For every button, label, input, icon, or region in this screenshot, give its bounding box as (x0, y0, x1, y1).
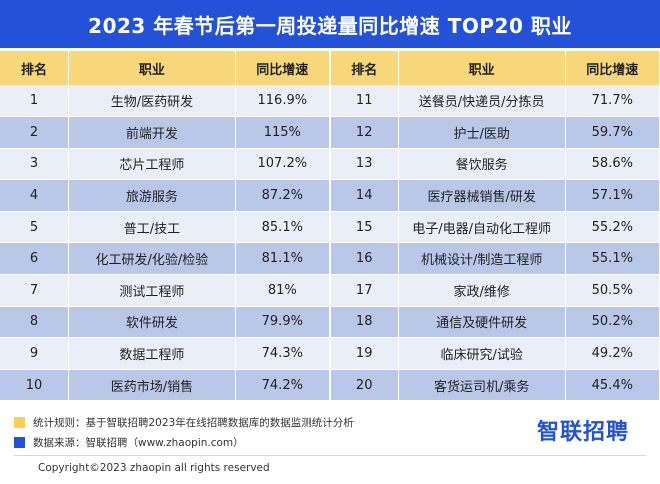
stat-rule-note: 统计规则：基于智联招聘2023年在线招聘数据库的数据监测统计分析 (14, 412, 354, 432)
table-row: 3 芯片工程师 107.2% 13 餐饮服务 58.6% (0, 148, 660, 181)
growth-cell: 58.6% (565, 148, 660, 181)
table-header-row: 排名 职业 同比增速 排名 职业 同比增速 (0, 51, 660, 85)
table-row: 7 测试工程师 81% 17 家政/维修 50.5% (0, 274, 660, 307)
rank-cell: 6 (0, 242, 69, 276)
table-row: 4 旅游服务 87.2% 14 医疗器械销售/研发 57.1% (0, 179, 660, 212)
data-source-note: 数据来源：智联招聘（www.zhaopin.com） (14, 432, 354, 452)
rank-cell: 4 (0, 179, 69, 212)
growth-cell: 115% (235, 116, 331, 149)
job-cell: 数据工程师 (68, 337, 236, 370)
header-rank-right: 排名 (329, 51, 399, 85)
copyright-text: Copyright©2023 zhaopin all rights reserv… (38, 462, 270, 474)
growth-cell: 107.2% (235, 148, 331, 181)
rank-cell: 12 (329, 116, 399, 149)
growth-cell: 74.3% (235, 337, 331, 370)
yellow-square-icon (14, 416, 25, 428)
table-row: 5 普工/技工 85.1% 15 电子/电器/自动化工程师 55.2% (0, 211, 660, 244)
growth-cell: 74.2% (235, 369, 331, 402)
rank-cell: 18 (329, 306, 399, 339)
growth-cell: 71.7% (565, 85, 660, 118)
table-row: 6 化工研发/化验/检验 81.1% 16 机械设计/制造工程师 55.1% (0, 242, 660, 276)
growth-cell: 55.2% (565, 211, 660, 244)
growth-cell: 79.9% (235, 306, 331, 339)
rank-cell: 13 (329, 148, 399, 181)
job-cell: 通信及硬件研发 (398, 306, 566, 339)
header-job-right: 职业 (398, 51, 566, 85)
header-growth-right: 同比增速 (565, 51, 660, 85)
growth-cell: 116.9% (235, 85, 331, 118)
rank-cell: 7 (0, 274, 69, 307)
job-cell: 软件研发 (68, 306, 236, 339)
growth-cell: 55.1% (565, 242, 660, 276)
job-cell: 送餐员/快递员/分拣员 (398, 85, 566, 118)
rank-cell: 17 (329, 274, 399, 307)
stat-rule-text: 统计规则：基于智联招聘2023年在线招聘数据库的数据监测统计分析 (33, 416, 354, 429)
rank-cell: 14 (329, 179, 399, 212)
table-row: 9 数据工程师 74.3% 19 临床研究/试验 49.2% (0, 337, 660, 370)
job-cell: 餐饮服务 (398, 148, 566, 181)
rank-cell: 5 (0, 211, 69, 244)
growth-cell: 57.1% (565, 179, 660, 212)
header-growth-left: 同比增速 (235, 51, 331, 85)
job-cell: 旅游服务 (68, 179, 236, 212)
rank-cell: 8 (0, 306, 69, 339)
job-cell: 电子/电器/自动化工程师 (398, 211, 566, 244)
rank-cell: 3 (0, 148, 69, 181)
job-cell: 测试工程师 (68, 274, 236, 307)
growth-cell: 50.2% (565, 306, 660, 339)
job-cell: 护士/医助 (398, 116, 566, 149)
rank-cell: 15 (329, 211, 399, 244)
job-cell: 家政/维修 (398, 274, 566, 307)
growth-cell: 87.2% (235, 179, 331, 212)
table-row: 2 前端开发 115% 12 护士/医助 59.7% (0, 116, 660, 149)
page-title: 2023 年春节后第一周投递量同比增速 TOP20 职业 (0, 0, 660, 48)
zhaopin-logo: 智联招聘 (537, 420, 630, 445)
job-cell: 临床研究/试验 (398, 337, 566, 370)
blue-square-icon (14, 436, 25, 448)
job-cell: 客货运司机/乘务 (398, 369, 566, 402)
rank-cell: 9 (0, 337, 69, 370)
data-source-text: 数据来源：智联招聘（www.zhaopin.com） (33, 436, 244, 449)
growth-cell: 81% (235, 274, 331, 307)
rank-cell: 10 (0, 369, 69, 402)
footer-divider (14, 455, 646, 456)
rank-cell: 2 (0, 116, 69, 149)
ranking-table: 排名 职业 同比增速 排名 职业 同比增速 1 生物/医药研发 116.9% 1… (0, 51, 660, 402)
rank-cell: 11 (329, 85, 399, 118)
job-cell: 医疗器械销售/研发 (398, 179, 566, 212)
job-cell: 前端开发 (68, 116, 236, 149)
job-cell: 化工研发/化验/检验 (68, 242, 236, 276)
job-cell: 普工/技工 (68, 211, 236, 244)
job-cell: 机械设计/制造工程师 (398, 242, 566, 276)
footer-notes: 统计规则：基于智联招聘2023年在线招聘数据库的数据监测统计分析 数据来源：智联… (14, 412, 354, 452)
job-cell: 生物/医药研发 (68, 85, 236, 118)
rank-cell: 1 (0, 85, 69, 118)
table-row: 10 医药市场/销售 74.2% 20 客货运司机/乘务 45.4% (0, 369, 660, 402)
growth-cell: 49.2% (565, 337, 660, 370)
rank-cell: 16 (329, 242, 399, 276)
growth-cell: 59.7% (565, 116, 660, 149)
header-rank-left: 排名 (0, 51, 69, 85)
rank-cell: 20 (329, 369, 399, 402)
header-job-left: 职业 (68, 51, 236, 85)
growth-cell: 85.1% (235, 211, 331, 244)
growth-cell: 45.4% (565, 369, 660, 402)
growth-cell: 81.1% (235, 242, 331, 276)
rank-cell: 19 (329, 337, 399, 370)
growth-cell: 50.5% (565, 274, 660, 307)
table-row: 1 生物/医药研发 116.9% 11 送餐员/快递员/分拣员 71.7% (0, 85, 660, 118)
job-cell: 芯片工程师 (68, 148, 236, 181)
table-row: 8 软件研发 79.9% 18 通信及硬件研发 50.2% (0, 306, 660, 339)
job-cell: 医药市场/销售 (68, 369, 236, 402)
